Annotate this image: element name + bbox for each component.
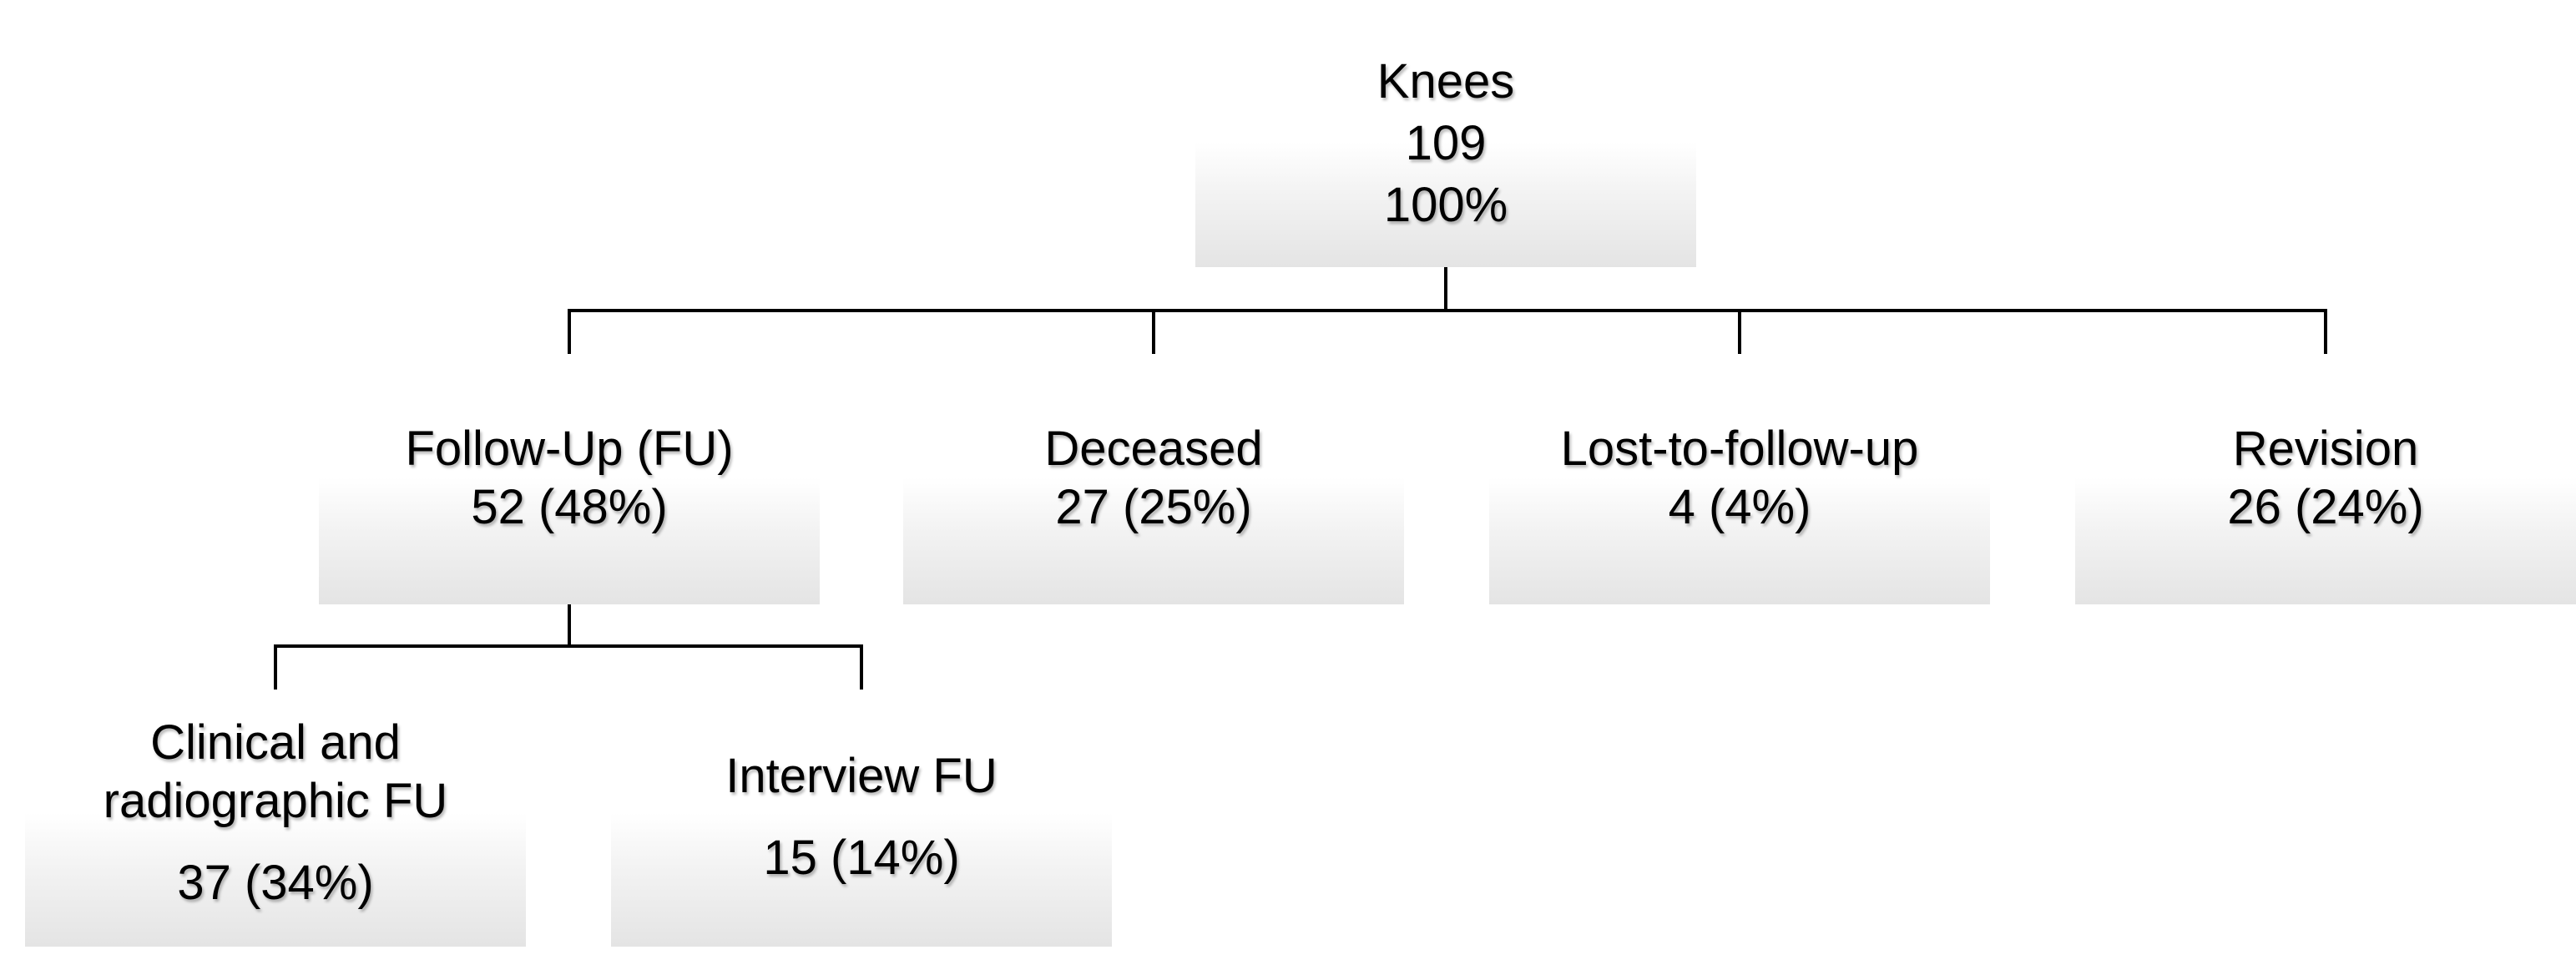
connector-deceased [1152, 309, 1155, 354]
connector-interview [860, 644, 863, 690]
node-clinical-label-line2: radiographic FU [103, 774, 448, 828]
node-clinical-value: 37 (34%) [177, 856, 374, 910]
node-revision-value: 26 (24%) [2227, 480, 2424, 534]
connector-clinical [274, 644, 277, 690]
node-clinical-radiographic-fu [25, 813, 526, 947]
connector-revision [2324, 309, 2327, 354]
node-revision-label: Revision [2232, 422, 2419, 476]
node-follow-up [319, 477, 820, 604]
node-deceased-value: 27 (25%) [1055, 480, 1252, 534]
connector-lost [1738, 309, 1741, 354]
node-clinical-label-line1: Clinical and [150, 715, 401, 770]
node-deceased [903, 477, 1404, 604]
node-interview-label: Interview FU [725, 749, 998, 803]
connector-level1-bar [568, 309, 2327, 312]
connector-level2-bar [274, 644, 863, 648]
connector-followup [568, 309, 571, 354]
node-follow-up-label: Follow-Up (FU) [405, 422, 734, 476]
node-interview-value: 15 (14%) [763, 831, 960, 885]
node-lost-value: 4 (4%) [1668, 480, 1811, 534]
node-lost-label: Lost-to-follow-up [1560, 422, 1919, 476]
node-knees-label: Knees [1376, 54, 1515, 109]
connector-root-down [1444, 267, 1447, 311]
node-follow-up-value: 52 (48%) [471, 480, 668, 534]
node-knees-count: 109 [1405, 116, 1487, 170]
node-deceased-label: Deceased [1044, 422, 1263, 476]
connector-followup-down [568, 604, 571, 648]
node-knees [1195, 142, 1696, 267]
node-interview-fu [611, 813, 1112, 947]
node-revision [2075, 477, 2576, 604]
node-knees-percent: 100% [1383, 178, 1508, 232]
node-lost-to-follow-up [1489, 477, 1990, 604]
